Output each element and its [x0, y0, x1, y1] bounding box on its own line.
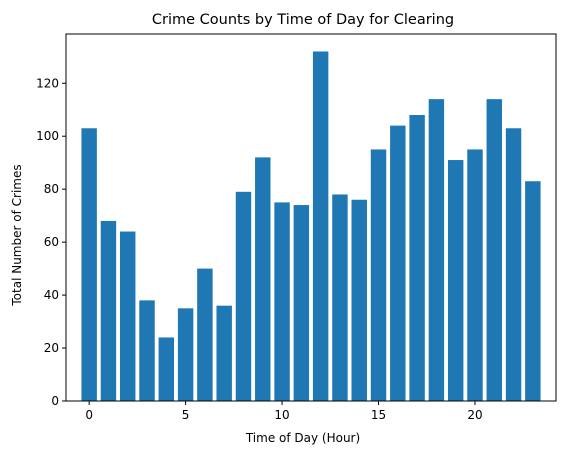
bar-hour-15	[370, 149, 387, 401]
bar-hour-9	[255, 157, 271, 401]
bar-hour-10	[274, 202, 290, 401]
bar-hour-6	[197, 268, 213, 401]
bar-hour-8	[235, 191, 252, 401]
bar-hour-1	[100, 220, 117, 401]
bar-hour-2	[120, 231, 136, 401]
y-tick-label: 60	[44, 235, 59, 249]
bar-hour-18	[428, 99, 445, 402]
y-axis-label: Total Number of Crimes	[10, 164, 24, 306]
x-tick-label: 0	[85, 408, 93, 422]
bar-hour-12	[312, 51, 329, 401]
x-tick-label: 5	[182, 408, 190, 422]
y-tick-label: 40	[44, 288, 59, 302]
y-tick-label: 20	[44, 341, 59, 355]
bar-hour-11	[293, 205, 310, 401]
y-tick-label: 120	[36, 76, 59, 90]
bar-hour-5	[177, 308, 194, 401]
y-tick-label: 80	[44, 182, 59, 196]
x-tick-label: 15	[371, 408, 386, 422]
x-axis-ticks: 0 5 10 15 20	[85, 401, 483, 422]
bar-hour-20	[467, 149, 483, 401]
bar-hour-21	[486, 99, 502, 402]
y-tick-label: 100	[36, 129, 59, 143]
bar-hour-14	[351, 199, 367, 401]
chart-title: Crime Counts by Time of Day for Clearing	[152, 12, 454, 28]
bar-hour-3	[139, 300, 155, 401]
bar-hour-7	[216, 305, 232, 401]
bar-hour-4	[158, 337, 175, 401]
bar-hour-22	[505, 128, 522, 402]
bars-group	[81, 51, 541, 402]
bar-hour-23	[525, 181, 541, 401]
x-tick-label: 20	[467, 408, 482, 422]
y-tick-label: 0	[51, 394, 59, 408]
x-tick-label: 10	[274, 408, 289, 422]
bar-hour-16	[390, 125, 406, 401]
plot-frame	[65, 33, 557, 402]
bar-hour-17	[409, 115, 425, 401]
bar-hour-0	[81, 128, 97, 402]
x-axis-label: Time of Day (Hour)	[245, 431, 360, 445]
y-axis-ticks: 0 20 40 60 80 100 120	[36, 76, 66, 408]
bar-hour-13	[332, 194, 348, 401]
bar-hour-19	[447, 160, 464, 401]
